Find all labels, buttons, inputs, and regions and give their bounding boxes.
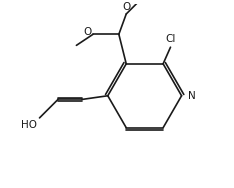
Text: HO: HO — [21, 120, 37, 130]
Text: Cl: Cl — [165, 33, 176, 43]
Text: N: N — [188, 91, 196, 101]
Text: O: O — [122, 2, 130, 12]
Text: O: O — [83, 27, 91, 37]
